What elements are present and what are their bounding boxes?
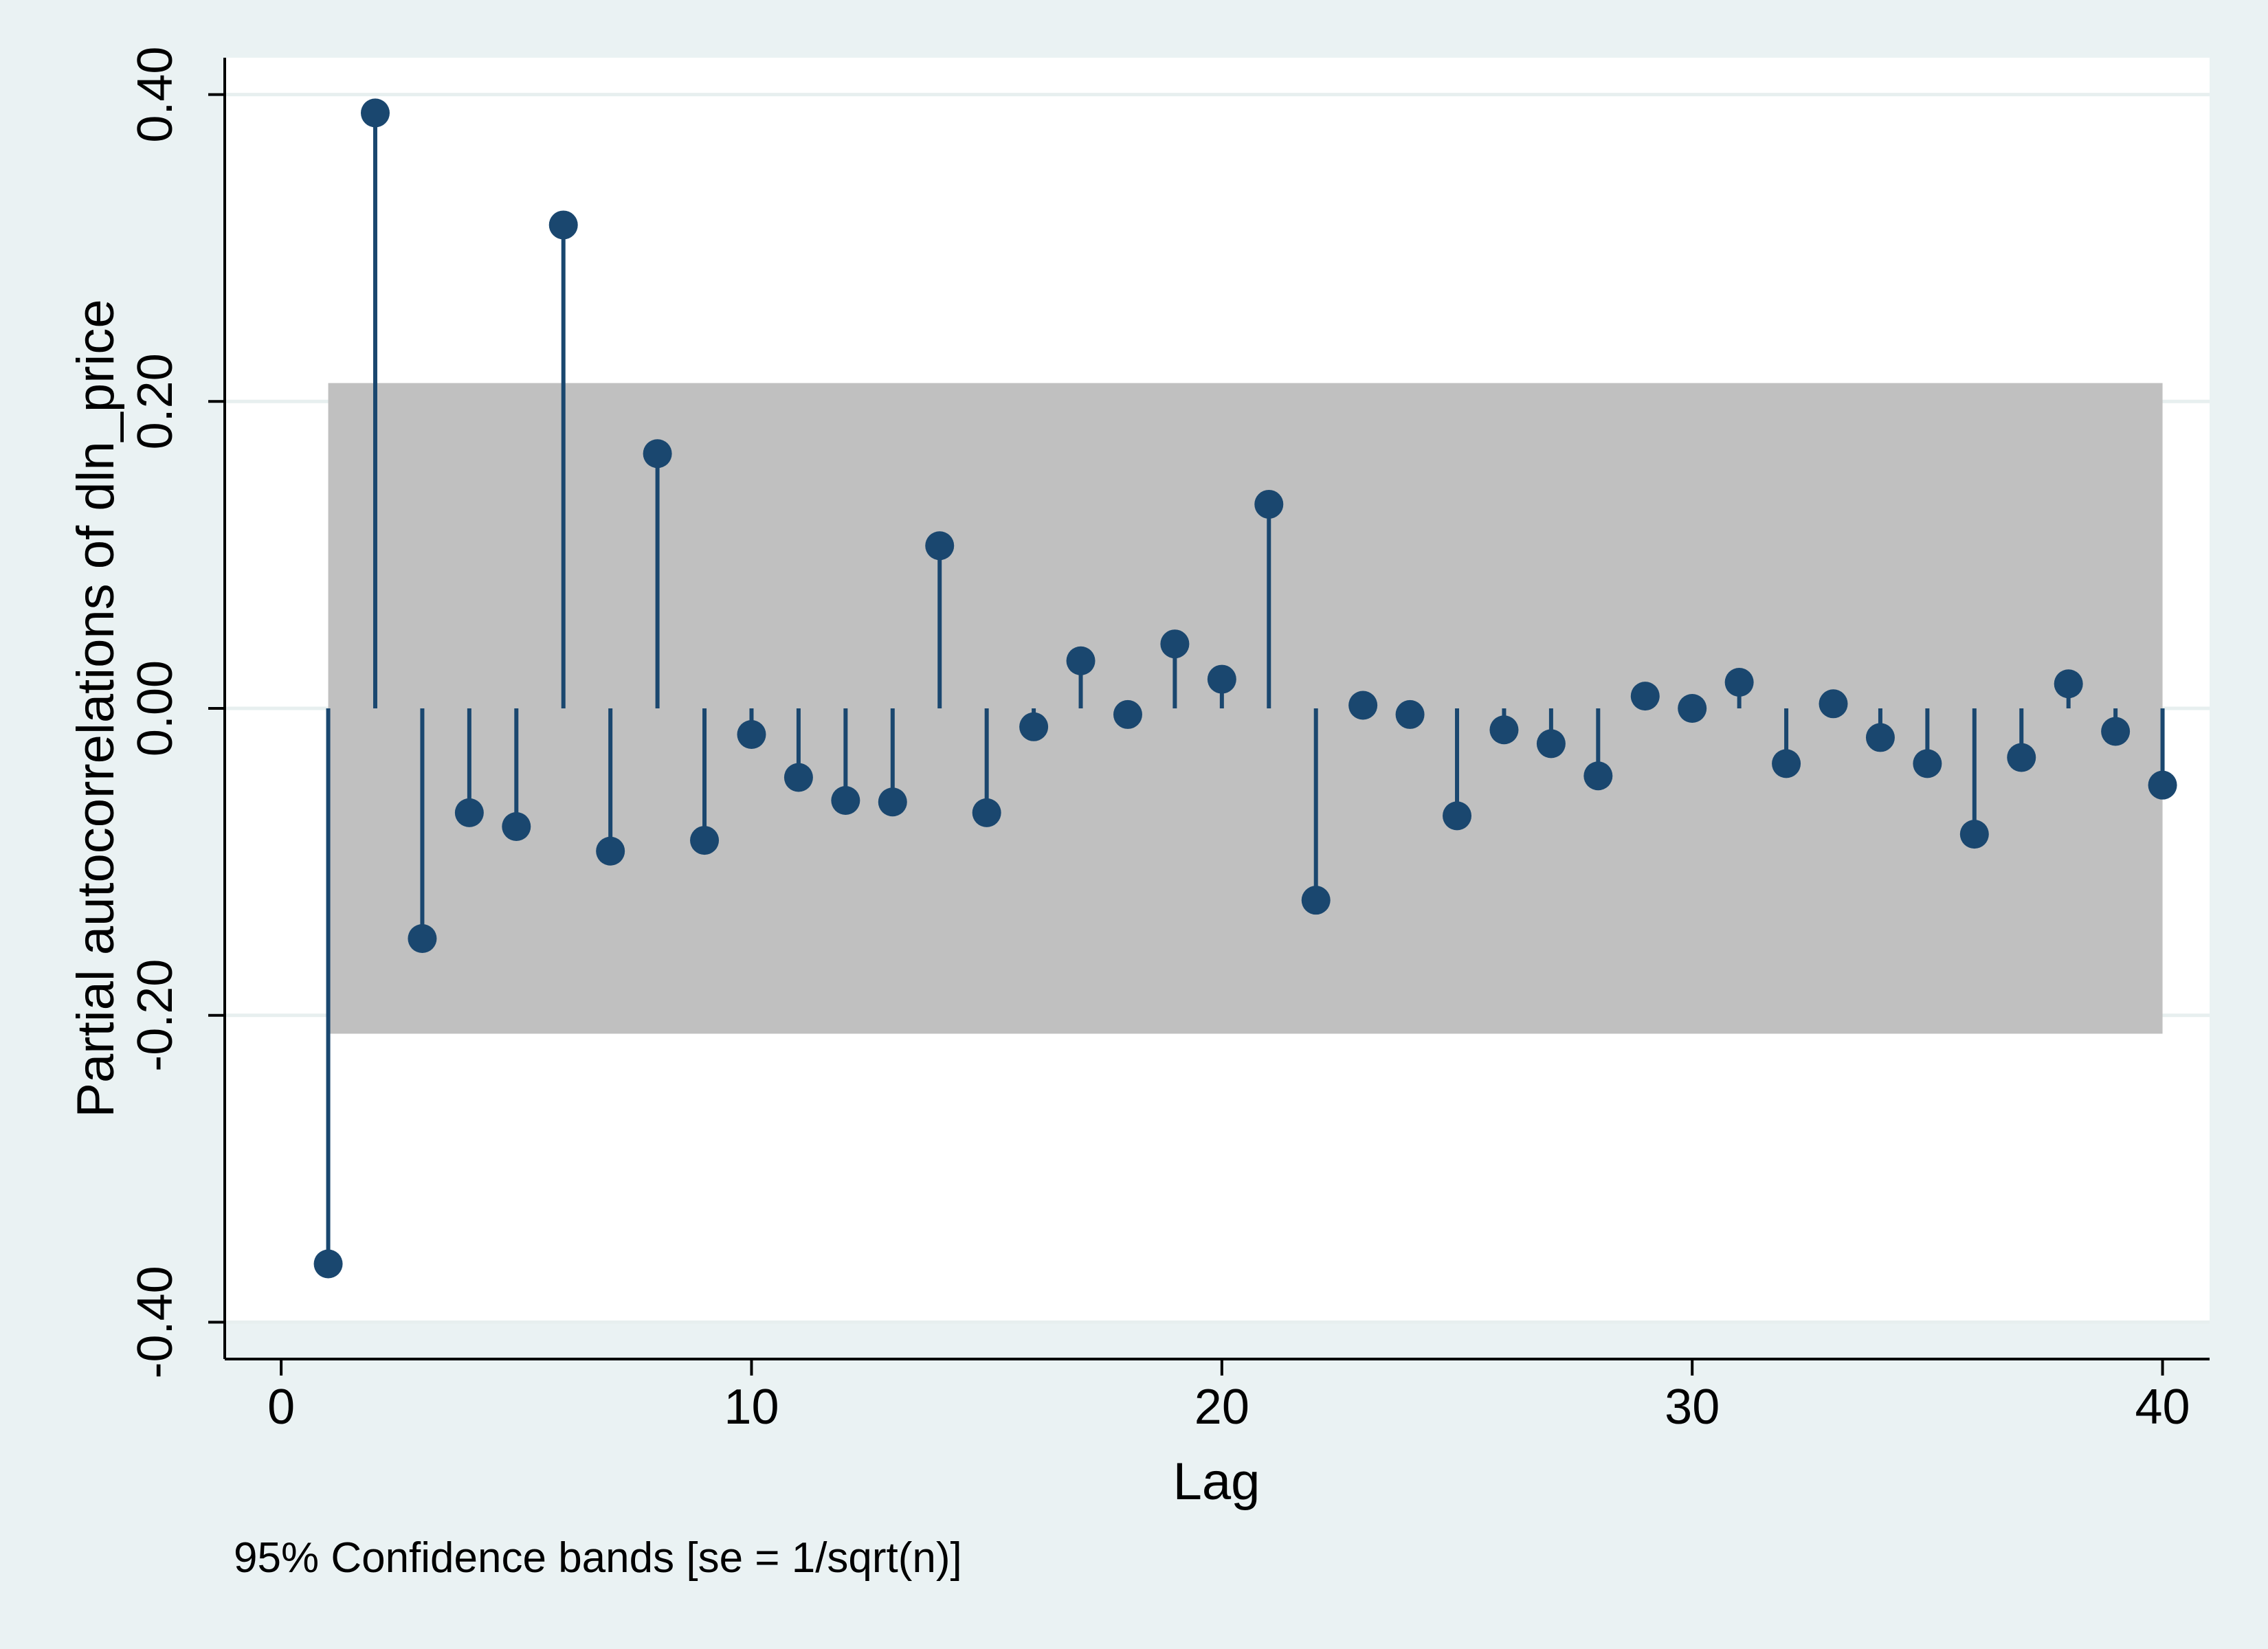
- point-lag-2: [360, 98, 390, 128]
- x-tick-label-0: 0: [267, 1380, 295, 1435]
- point-lag-17: [1066, 646, 1096, 675]
- point-lag-10: [737, 719, 766, 749]
- y-axis-title: Partial autocorrelations of dln_price: [67, 299, 125, 1117]
- point-lag-24: [1395, 699, 1425, 729]
- point-lag-15: [972, 798, 1001, 827]
- point-lag-1: [313, 1249, 343, 1279]
- point-lag-7: [596, 836, 625, 866]
- y-tick-label-1: -0.20: [128, 959, 183, 1072]
- x-axis-title: Lag: [1173, 1452, 1260, 1511]
- point-lag-36: [1959, 820, 1989, 849]
- point-lag-11: [783, 763, 813, 792]
- point-lag-27: [1536, 729, 1566, 759]
- y-tick-label-4: 0.40: [128, 47, 183, 143]
- point-lag-35: [1913, 749, 1942, 778]
- y-tick-label-2: 0.00: [128, 660, 183, 756]
- x-tick-label-1: 10: [724, 1380, 779, 1435]
- point-lag-3: [408, 924, 437, 954]
- point-lag-19: [1160, 629, 1190, 659]
- point-lag-38: [2054, 669, 2083, 699]
- point-lag-25: [1443, 801, 1472, 831]
- point-lag-28: [1583, 761, 1613, 791]
- x-tick-label-4: 40: [2135, 1380, 2190, 1435]
- point-lag-33: [1819, 689, 1848, 719]
- point-lag-18: [1113, 699, 1142, 729]
- point-lag-26: [1489, 715, 1519, 745]
- point-lag-20: [1207, 664, 1236, 694]
- point-lag-21: [1254, 489, 1284, 519]
- point-lag-39: [2101, 717, 2131, 746]
- ticks: 0 10 20 30 40 -0.40 -0.20 0.00 0.20 0.40: [128, 47, 2190, 1435]
- point-lag-40: [2148, 770, 2177, 800]
- x-tick-label-3: 30: [1665, 1380, 1720, 1435]
- point-lag-12: [831, 786, 860, 816]
- point-lag-29: [1630, 682, 1660, 711]
- point-lag-23: [1348, 691, 1378, 720]
- confidence-band-layer: [328, 383, 2163, 1034]
- point-lag-5: [502, 811, 531, 841]
- point-lag-22: [1301, 886, 1331, 915]
- point-lag-30: [1678, 694, 1707, 723]
- points-layer: [313, 98, 2177, 1279]
- point-lag-16: [1019, 712, 1049, 741]
- point-lag-14: [925, 531, 955, 561]
- point-lag-32: [1772, 749, 1801, 778]
- point-lag-37: [2007, 743, 2036, 772]
- confidence-band: [328, 383, 2163, 1034]
- point-lag-13: [878, 787, 907, 817]
- point-lag-4: [454, 798, 484, 827]
- confidence-band-note: 95% Confidence bands [se = 1/sqrt(n)]: [234, 1534, 962, 1582]
- y-tick-label-0: -0.40: [128, 1266, 183, 1378]
- y-tick-label-3: 0.20: [128, 353, 183, 449]
- x-tick-label-2: 20: [1194, 1380, 1249, 1435]
- point-lag-8: [643, 439, 672, 469]
- point-lag-9: [690, 826, 720, 855]
- point-lag-34: [1865, 723, 1895, 752]
- point-lag-6: [548, 210, 578, 240]
- point-lag-31: [1724, 668, 1754, 697]
